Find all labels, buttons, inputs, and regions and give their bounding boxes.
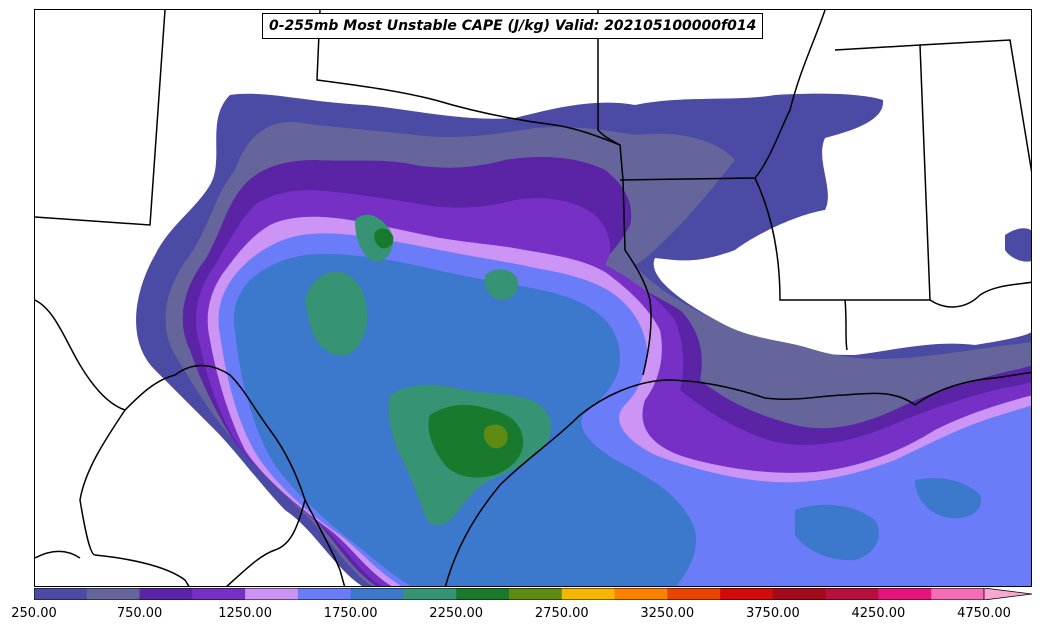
map-title: 0-255mb Most Unstable CAPE (J/kg) Valid:… bbox=[262, 13, 764, 39]
state-boundary-la-ms bbox=[754, 177, 848, 351]
colorbar-segment bbox=[561, 588, 616, 600]
colorbar-segment bbox=[720, 588, 774, 600]
colorbar-segment bbox=[139, 588, 193, 600]
colorbar-extend-arrow bbox=[983, 588, 1033, 600]
state-boundary-ar bbox=[597, 10, 621, 146]
colorbar-segment bbox=[192, 588, 246, 600]
colorbar-segment bbox=[34, 588, 88, 600]
colorbar-tick-label: 250.00 bbox=[11, 606, 57, 621]
colorbar-tick-label: 3250.00 bbox=[640, 606, 695, 621]
state-boundary-ms-al bbox=[834, 44, 931, 301]
colorbar-tick-label: 1750.00 bbox=[323, 606, 378, 621]
colorbar bbox=[34, 588, 1033, 600]
state-boundary-fl bbox=[929, 281, 1031, 308]
boundaries bbox=[35, 10, 1031, 586]
colorbar-segment bbox=[614, 588, 668, 600]
state-boundary-ok-tx bbox=[316, 10, 652, 376]
colorbar-segment bbox=[456, 588, 510, 600]
state-boundary-nm-ok bbox=[35, 10, 166, 226]
cape-contour-2000-b bbox=[355, 214, 393, 262]
colorbar-segment bbox=[350, 588, 404, 600]
colorbar-tick-label: 2250.00 bbox=[429, 606, 484, 621]
map-canvas bbox=[35, 10, 1031, 586]
colorbar-tick-label: 2750.00 bbox=[534, 606, 589, 621]
colorbar-segment bbox=[878, 588, 932, 600]
colorbar-segment bbox=[772, 588, 827, 600]
cape-contour-1750-east2 bbox=[915, 478, 981, 519]
colorbar-segment bbox=[403, 588, 457, 600]
colorbar-tick-label: 1250.00 bbox=[218, 606, 272, 621]
cape-contour-2500 bbox=[483, 424, 508, 449]
colorbar-tick-label: 750.00 bbox=[116, 606, 163, 621]
state-boundary-ar-la bbox=[619, 10, 826, 181]
state-boundary-mx-south2 bbox=[226, 499, 306, 586]
colorbar-segment bbox=[509, 588, 563, 600]
cape-contour-2000-d bbox=[484, 269, 519, 300]
colorbar-tick-label: 4250.00 bbox=[851, 606, 906, 621]
cape-contour-2250-b bbox=[374, 228, 394, 249]
state-boundary-mx-interior bbox=[35, 299, 176, 411]
colorbar-segment bbox=[825, 588, 879, 600]
colorbar-segment bbox=[86, 588, 141, 600]
cape-contour-2000 bbox=[305, 271, 368, 356]
map-panel bbox=[34, 9, 1032, 587]
cape-contour-250-ne bbox=[1005, 228, 1031, 262]
cape-contour-2250 bbox=[428, 404, 524, 478]
colorbar-tick-label: 3750.00 bbox=[746, 606, 800, 621]
state-boundary-mx-south bbox=[79, 409, 190, 586]
state-boundary-al-ga bbox=[919, 39, 1031, 173]
colorbar-tick-label: 4750.00 bbox=[957, 606, 1011, 621]
coastline-gulf bbox=[444, 371, 1031, 586]
colorbar-segment bbox=[931, 588, 985, 600]
colorbar-segment bbox=[245, 588, 299, 600]
colorbar-segment bbox=[667, 588, 721, 600]
colorbar-segment bbox=[297, 588, 352, 600]
state-boundary-mx-sw bbox=[35, 550, 81, 559]
cape-contour-1750-east bbox=[795, 504, 879, 561]
state-boundary-mx-tx bbox=[174, 364, 346, 586]
